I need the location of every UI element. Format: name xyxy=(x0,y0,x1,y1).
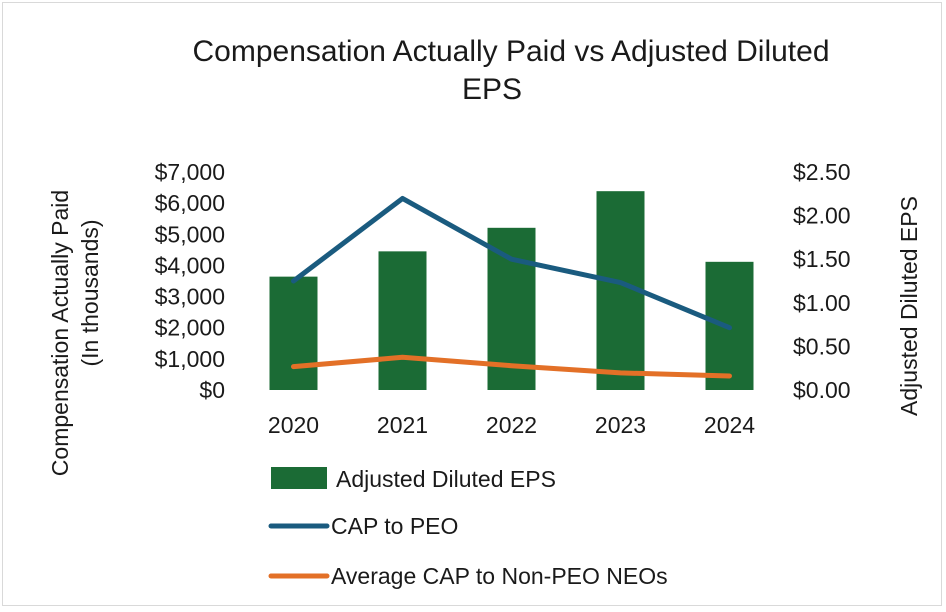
right-tick-label: $0.50 xyxy=(793,333,851,359)
legend-bar-swatch xyxy=(271,467,327,489)
left-tick-label: $4,000 xyxy=(155,252,225,278)
avg-cap-non-peo-line xyxy=(291,354,732,379)
left-tick-label: $7,000 xyxy=(155,159,225,185)
left-tick-label: $2,000 xyxy=(155,315,225,341)
right-tick-label: $2.00 xyxy=(793,203,851,229)
eps-bar-2020 xyxy=(269,276,318,390)
right-tick-label: $1.50 xyxy=(793,246,851,272)
right-axis-title: Adjusted Diluted EPS xyxy=(896,196,922,416)
x-tick-label: 2020 xyxy=(268,412,319,438)
chart-title-line-2: EPS xyxy=(462,73,522,106)
legend-label-peo: CAP to PEO xyxy=(331,513,458,539)
right-tick-label: $2.50 xyxy=(793,159,851,185)
x-tick-label: 2023 xyxy=(595,412,646,438)
x-tick-label: 2024 xyxy=(704,412,755,438)
legend-label-eps: Adjusted Diluted EPS xyxy=(336,466,556,492)
left-tick-label: $5,000 xyxy=(155,221,225,247)
left-axis-title-line-1: Compensation Actually Paid xyxy=(47,190,73,476)
legend: Adjusted Diluted EPS CAP to PEO Average … xyxy=(268,466,668,589)
eps-bar-2021 xyxy=(378,251,427,390)
chart-canvas: Compensation Actually Paid vs Adjusted D… xyxy=(47,35,922,589)
left-tick-label: $1,000 xyxy=(155,346,225,372)
legend-label-neo: Average CAP to Non-PEO NEOs xyxy=(331,563,668,589)
left-tick-label: $6,000 xyxy=(155,190,225,216)
right-tick-label: $1.00 xyxy=(793,290,851,316)
right-tick-label: $0.00 xyxy=(793,377,851,403)
left-tick-label: $0 xyxy=(199,377,225,403)
right-axis-ticks: $0.00 $0.50 $1.00 $1.50 $2.00 $2.50 xyxy=(793,159,851,403)
x-tick-label: 2021 xyxy=(377,412,428,438)
left-axis-ticks: $0 $1,000 $2,000 $3,000 $4,000 $5,000 $6,000 $7… xyxy=(155,159,225,403)
cap-to-peo-line xyxy=(291,195,732,331)
left-tick-label: $3,000 xyxy=(155,284,225,310)
x-axis-ticks: 2020 2021 2022 2023 2024 xyxy=(268,412,755,438)
left-axis-title-line-2: (In thousands) xyxy=(77,219,103,366)
x-tick-label: 2022 xyxy=(486,412,537,438)
chart-title-line-1: Compensation Actually Paid vs Adjusted D… xyxy=(192,35,829,68)
line-series xyxy=(291,195,732,379)
